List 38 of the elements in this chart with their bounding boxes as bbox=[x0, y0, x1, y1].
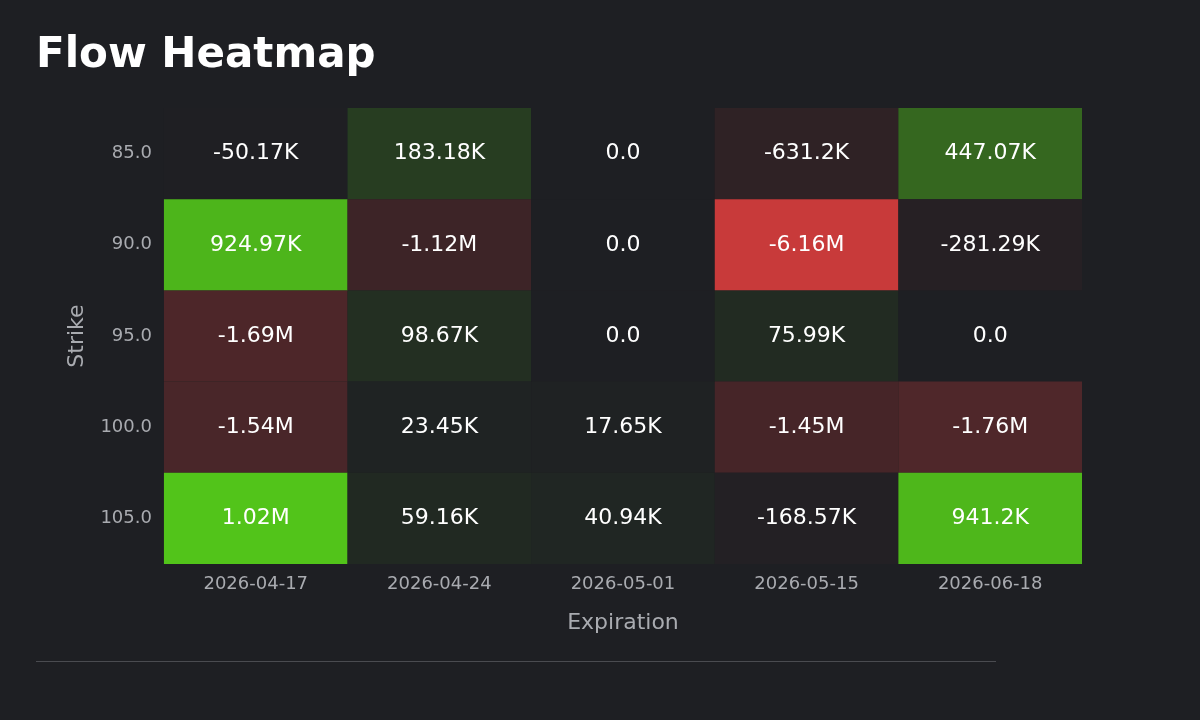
y-tick-label: 100.0 bbox=[100, 414, 152, 436]
data-label: 183.18K bbox=[393, 139, 486, 165]
data-label: -281.29K bbox=[940, 230, 1041, 256]
data-label: -50.17K bbox=[213, 139, 299, 165]
x-tick-label: 2026-05-01 bbox=[570, 572, 676, 594]
data-label: 23.45K bbox=[400, 412, 479, 438]
data-label: 17.65K bbox=[584, 412, 663, 438]
data-label: 0.0 bbox=[972, 321, 1008, 347]
data-label: -1.45M bbox=[768, 412, 845, 438]
x-tick-label: 2026-04-24 bbox=[387, 572, 492, 594]
data-label: -1.69M bbox=[217, 321, 294, 347]
data-label: 0.0 bbox=[605, 321, 641, 347]
data-label: -631.2K bbox=[763, 139, 850, 165]
y-axis-title: Strike bbox=[62, 304, 88, 368]
data-label: 447.07K bbox=[944, 139, 1037, 165]
data-label: 1.02M bbox=[221, 504, 290, 530]
data-label: 75.99K bbox=[767, 321, 846, 347]
data-label: 924.97K bbox=[210, 230, 303, 256]
x-tick-label: 2026-06-18 bbox=[937, 572, 1043, 594]
chart-title: Flow Heatmap bbox=[36, 28, 376, 77]
y-tick-label: 90.0 bbox=[111, 232, 152, 254]
y-tick-label: 85.0 bbox=[111, 141, 152, 163]
data-label: -1.12M bbox=[401, 230, 478, 256]
y-tick-label: 95.0 bbox=[111, 323, 152, 345]
data-label: 0.0 bbox=[605, 230, 641, 256]
x-tick-label: 2026-05-15 bbox=[754, 572, 859, 594]
data-label: 941.2K bbox=[951, 504, 1030, 530]
data-label: 59.16K bbox=[400, 504, 479, 530]
data-label: -1.76M bbox=[952, 412, 1029, 438]
data-label: 98.67K bbox=[400, 321, 479, 347]
x-axis-title: Expiration bbox=[567, 608, 679, 634]
data-label: 40.94K bbox=[584, 504, 663, 530]
data-label: -6.16M bbox=[768, 230, 845, 256]
x-tick-label: 2026-04-17 bbox=[203, 572, 309, 594]
data-label: 0.0 bbox=[605, 139, 641, 165]
data-label: -1.54M bbox=[217, 412, 294, 438]
y-tick-label: 105.0 bbox=[100, 506, 152, 528]
data-label: -168.57K bbox=[756, 504, 857, 530]
